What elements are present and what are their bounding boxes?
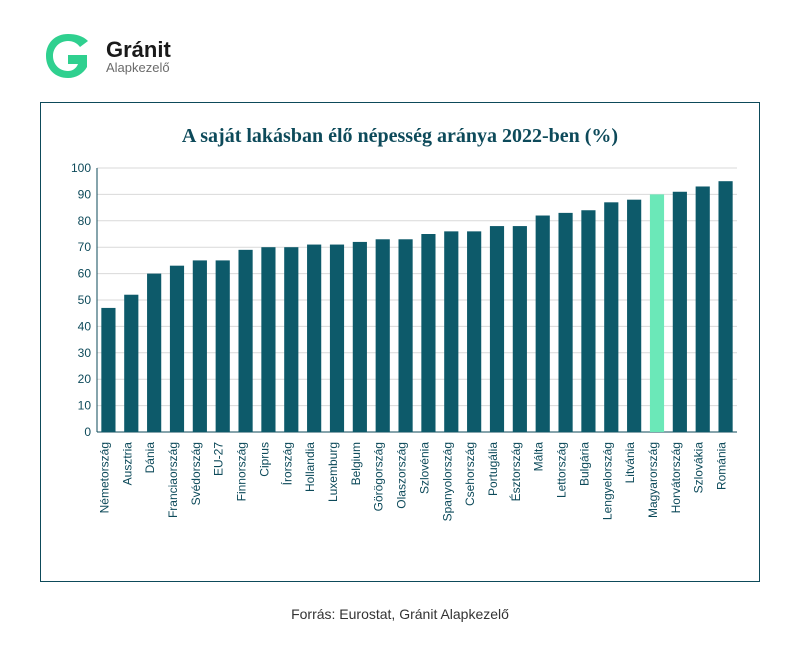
bar xyxy=(604,202,618,432)
bar xyxy=(696,186,710,432)
svg-text:50: 50 xyxy=(78,293,92,307)
x-axis-label: Szlovénia xyxy=(417,442,431,494)
x-axis-label: EU-27 xyxy=(212,442,226,476)
svg-text:40: 40 xyxy=(78,319,92,333)
x-axis-label: Ausztria xyxy=(120,442,134,486)
x-axis-label: Olaszország xyxy=(395,442,409,509)
svg-text:100: 100 xyxy=(71,162,91,175)
bar xyxy=(147,274,161,432)
x-axis-label: Németország xyxy=(97,442,111,513)
svg-text:10: 10 xyxy=(78,399,92,413)
svg-text:0: 0 xyxy=(84,425,91,439)
chart-frame: A saját lakásban élő népesség aránya 202… xyxy=(40,102,760,582)
x-axis-label: Görögország xyxy=(372,442,386,511)
bar xyxy=(170,266,184,432)
bar xyxy=(673,192,687,432)
bar xyxy=(581,210,595,432)
x-axis-label: Hollandia xyxy=(303,442,317,492)
svg-text:30: 30 xyxy=(78,346,92,360)
x-axis-label: Belgium xyxy=(349,442,363,485)
brand-logo: Gránit Alapkezelő xyxy=(40,28,760,84)
bar xyxy=(193,260,207,432)
x-axis-label: Portugália xyxy=(486,442,500,496)
bar xyxy=(513,226,527,432)
chart-source: Forrás: Eurostat, Gránit Alapkezelő xyxy=(40,606,760,622)
bar xyxy=(718,181,732,432)
bar xyxy=(536,216,550,432)
x-axis-label: Luxemburg xyxy=(326,442,340,502)
bar xyxy=(490,226,504,432)
bar xyxy=(398,239,412,432)
x-axis-label: Románia xyxy=(715,442,729,490)
page: Gránit Alapkezelő A saját lakásban élő n… xyxy=(0,0,800,665)
x-axis-label: Lettország xyxy=(555,442,569,498)
bar xyxy=(376,239,390,432)
x-axis-label: Írország xyxy=(279,442,294,485)
x-axis-label: Málta xyxy=(532,442,546,472)
x-axis-label: Svédország xyxy=(189,442,203,505)
bar xyxy=(307,245,321,432)
x-axis-label: Szlovákia xyxy=(692,442,706,494)
chart-title: A saját lakásban élő népesség aránya 202… xyxy=(59,125,741,148)
bar xyxy=(467,231,481,432)
x-axis-label: Magyarország xyxy=(646,442,660,518)
bar xyxy=(330,245,344,432)
bar xyxy=(558,213,572,432)
x-axis-label: Észtország xyxy=(508,442,523,501)
bar-highlight xyxy=(650,194,664,432)
x-axis-label: Bulgária xyxy=(577,442,591,486)
x-axis-label: Franciaország xyxy=(166,442,180,518)
x-axis-label: Ciprus xyxy=(257,442,271,477)
svg-text:60: 60 xyxy=(78,267,92,281)
x-axis-label: Lengyelország xyxy=(600,442,614,520)
bar xyxy=(627,200,641,432)
x-axis-label: Dánia xyxy=(143,442,157,474)
svg-text:70: 70 xyxy=(78,240,92,254)
x-axis-label: Spanyolország xyxy=(440,442,454,521)
bar-chart: 0 10 20 30 40 50 60 70 80 90 100 Németország Ausztri… xyxy=(59,162,741,562)
brand-name: Gránit xyxy=(106,38,171,61)
brand-subtitle: Alapkezelő xyxy=(106,61,171,75)
svg-text:90: 90 xyxy=(78,187,92,201)
svg-text:80: 80 xyxy=(78,214,92,228)
x-axis-label: Csehország xyxy=(463,442,477,506)
x-axis-label: Horvátország xyxy=(669,442,683,513)
bar xyxy=(284,247,298,432)
x-axis-label: Litvánia xyxy=(623,442,637,484)
bar xyxy=(444,231,458,432)
x-axis-label: Finnország xyxy=(235,442,249,501)
bar xyxy=(101,308,115,432)
bar xyxy=(216,260,230,432)
granit-g-icon xyxy=(40,28,96,84)
bar xyxy=(261,247,275,432)
bar xyxy=(421,234,435,432)
brand-text: Gránit Alapkezelő xyxy=(106,38,171,75)
bar xyxy=(353,242,367,432)
bar xyxy=(238,250,252,432)
bar xyxy=(124,295,138,432)
svg-text:20: 20 xyxy=(78,372,92,386)
